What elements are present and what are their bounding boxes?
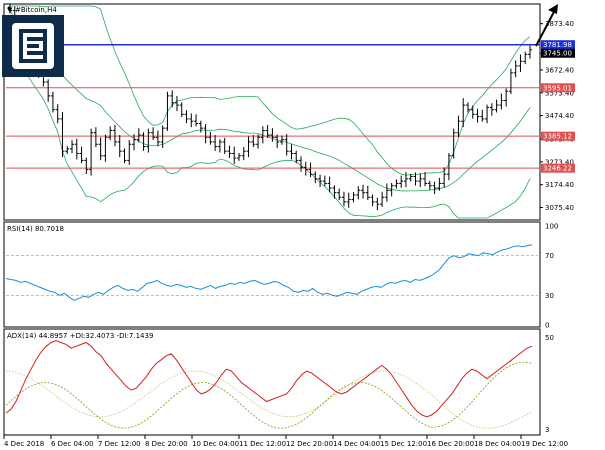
level-label-bg — [541, 83, 575, 93]
adx-axis: 50 3 — [545, 334, 554, 434]
adx-title: ADX(14) 44.8957 +DI:32.4073 -DI:7.1439 — [7, 332, 153, 340]
time-tick-label: 10 Dec 04:00 — [192, 440, 239, 448]
level-label: 3385.12 — [543, 133, 572, 141]
price-tick-label: 3075.40 — [545, 204, 574, 212]
rsi-panel[interactable] — [3, 221, 541, 328]
bollinger-bands — [9, 5, 531, 219]
current-price-bg — [541, 48, 575, 58]
bollinger-upper — [10, 5, 531, 176]
adx-tick-label: 50 — [545, 334, 554, 342]
horizontal-levels — [6, 43, 540, 169]
price-tick-label: 3174.40 — [545, 181, 574, 189]
time-tick-label: 12 Dec 20:00 — [286, 440, 333, 448]
bollinger-lower — [9, 19, 531, 219]
time-tick-label: 18 Dec 04:00 — [474, 440, 521, 448]
level-labels: 3781.98 3595.01 3385.12 3246.22 3745.00 — [541, 40, 575, 173]
price-bars — [8, 4, 532, 211]
time-tick-label: 19 Dec 12:00 — [521, 440, 568, 448]
instrument-arrow-icon[interactable]: ▼ — [7, 6, 13, 14]
adx-series — [5, 340, 533, 418]
logo-mark-icon — [12, 23, 54, 69]
plus-di-series — [5, 361, 533, 429]
level-label: 3595.01 — [543, 84, 572, 92]
adx-tick-label: 3 — [545, 426, 549, 434]
time-tick-label: 6 Dec 04:00 — [51, 440, 94, 448]
time-tick-label: 16 Dec 20:00 — [427, 440, 474, 448]
level-label: 3781.98 — [543, 41, 572, 49]
rsi-tick-label: 100 — [545, 223, 558, 231]
broker-logo — [2, 15, 64, 77]
level-label-bg — [541, 131, 575, 141]
rsi-title: RSI(14) 80.7018 — [7, 225, 64, 233]
price-panel[interactable] — [3, 3, 541, 221]
adx-panel[interactable] — [3, 328, 541, 436]
rsi-tick-label: 30 — [545, 292, 554, 300]
rsi-series — [5, 244, 533, 301]
rsi-axis: 100 70 30 0 — [545, 223, 558, 330]
time-tick-label: 7 Dec 12:00 — [98, 440, 141, 448]
level-label-bg — [541, 40, 575, 50]
trend-arrow — [535, 7, 557, 47]
current-price-label: 3745.00 — [543, 50, 572, 58]
instrument-title: #Bitcoin,H4 — [15, 6, 57, 14]
rsi-tick-label: 0 — [545, 322, 549, 330]
arrow-head-icon — [548, 4, 558, 14]
price-tick-label: 3573.40 — [545, 89, 574, 97]
time-tick-label: 4 Dec 2018 — [4, 440, 44, 448]
time-axis: 4 Dec 2018 6 Dec 04:00 7 Dec 12:00 8 Dec 20… — [3, 435, 568, 448]
level-label: 3246.22 — [543, 165, 572, 173]
rsi-line — [5, 244, 533, 301]
time-tick-label: 15 Dec 12:00 — [380, 440, 427, 448]
bollinger-middle — [9, 10, 531, 192]
time-tick-label: 14 Dec 04:00 — [333, 440, 380, 448]
minus-di-series — [5, 370, 533, 429]
price-tick-label: 3273.40 — [545, 158, 574, 166]
time-tick-label: 11 Dec 12:00 — [239, 440, 286, 448]
time-tick-label: 8 Dec 20:00 — [145, 440, 188, 448]
price-tick-label: 3474.40 — [545, 112, 574, 120]
adx-lines — [5, 340, 533, 429]
price-tick-label: 3672.40 — [545, 66, 574, 74]
price-tick-label: 3873.40 — [545, 20, 574, 28]
rsi-tick-label: 70 — [545, 252, 554, 260]
level-label-bg — [541, 163, 575, 173]
